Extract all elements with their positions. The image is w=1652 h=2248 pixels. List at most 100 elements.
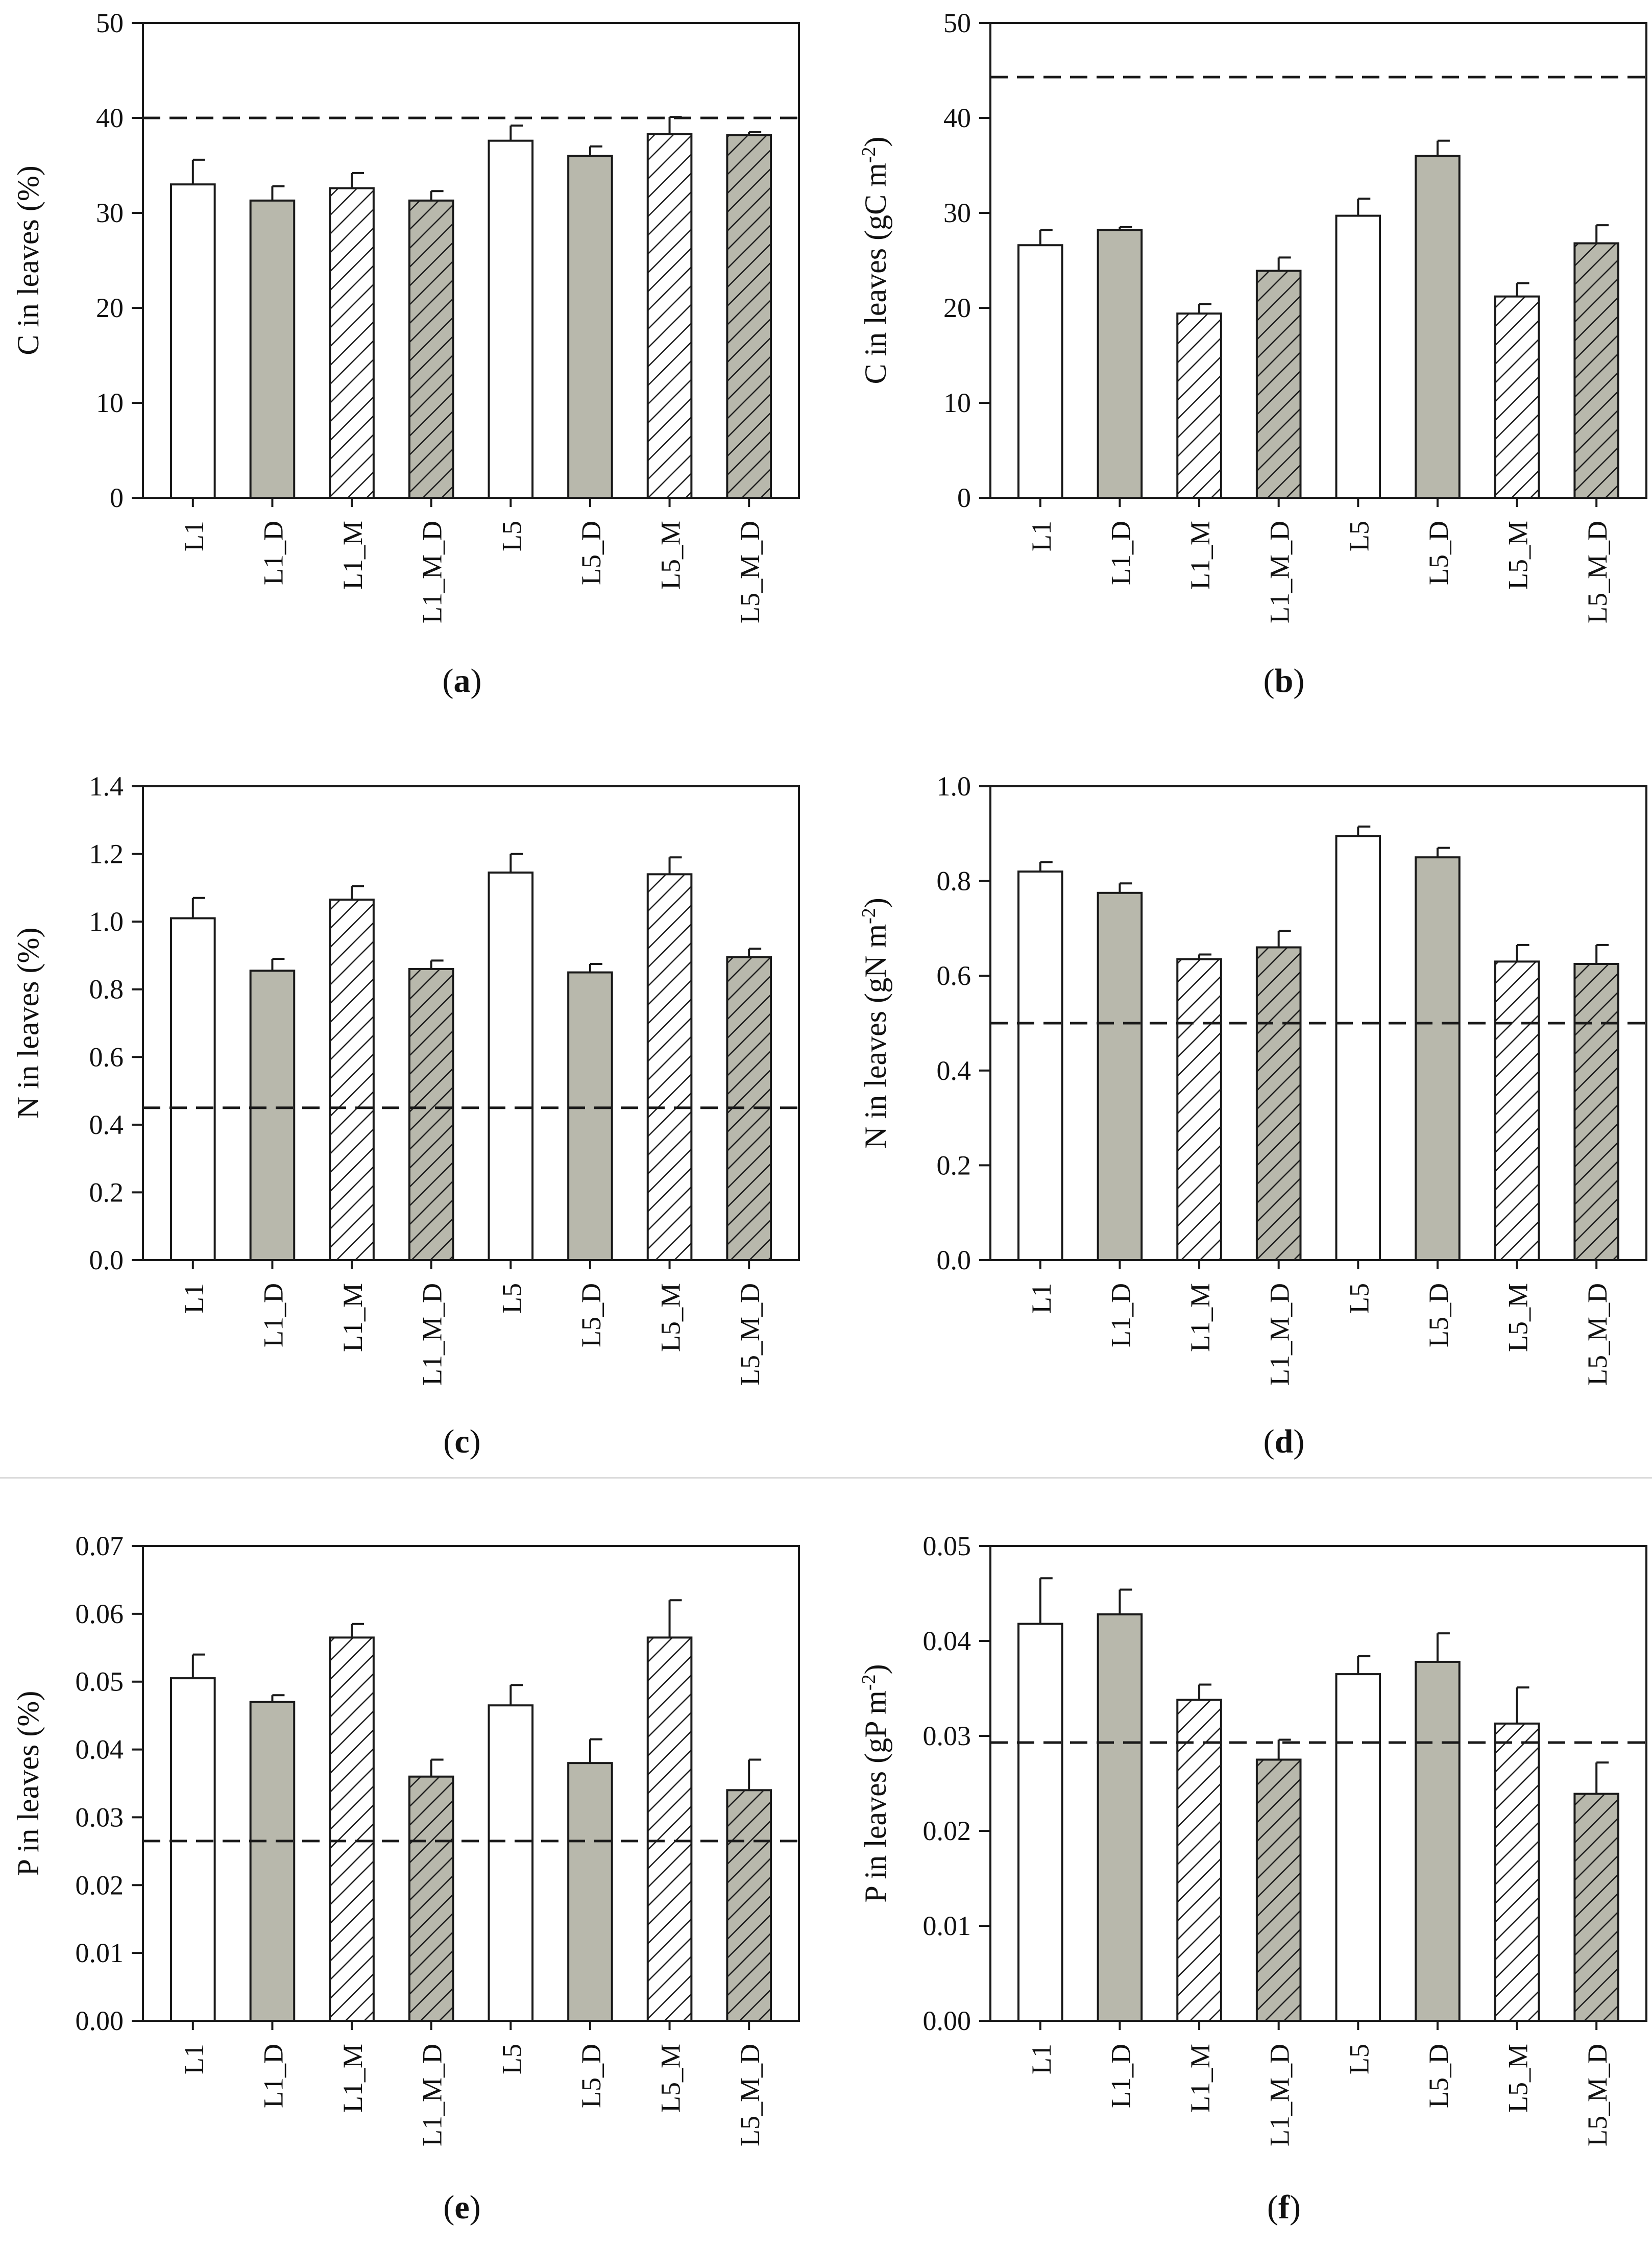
panel-caption: (c) (443, 1423, 480, 1460)
bar-l1 (170, 183, 216, 499)
y-tick-label: 0.2 (937, 1150, 971, 1180)
bar-l1 (1017, 244, 1063, 499)
bar-l1 (1017, 1623, 1063, 2022)
bar-l5-m-d (1573, 963, 1619, 1261)
x-tick-label: L5_D (1423, 2044, 1454, 2108)
x-tick-label: L1_D (1105, 2044, 1136, 2108)
x-tick-label: L5_M (1503, 2044, 1534, 2113)
plot-frame (142, 22, 800, 499)
y-tick-label: 50 (943, 8, 971, 38)
x-tick-label: L1_M (337, 1283, 368, 1352)
bar-l1-m-d (408, 1775, 454, 2022)
x-tick-label: L5 (1344, 1283, 1374, 1314)
y-tick-label: 0.04 (923, 1626, 971, 1656)
x-tick-label: L1_D (1105, 1283, 1136, 1347)
bar-l1-m (329, 1636, 375, 2022)
x-tick-label: L5_D (576, 2044, 606, 2108)
x-tick-label: L5_M (655, 521, 686, 590)
x-tick-label: L5 (1344, 2044, 1374, 2074)
bar-l1-m (1176, 958, 1222, 1261)
bar-l5-m-d (1573, 242, 1619, 499)
x-tick-label: L1 (1026, 1283, 1057, 1314)
bar-l1 (170, 1677, 216, 2022)
bar-l1-m-d (1255, 1758, 1302, 2022)
bar-l1-d (249, 970, 296, 1262)
x-tick-label: L1_M (1185, 1283, 1216, 1352)
x-tick-label: L1_M_D (417, 2044, 448, 2146)
y-tick-label: 0.03 (76, 1802, 124, 1832)
x-tick-label: L1_M_D (417, 1283, 448, 1386)
panel-caption: (e) (443, 2189, 480, 2226)
bar-l1-m (329, 187, 375, 499)
x-tick-label: L1_D (258, 2044, 288, 2108)
bar-l5-d (1415, 856, 1461, 1261)
bar-l5 (1335, 1673, 1381, 2022)
panel-caption: (d) (1264, 1423, 1305, 1460)
x-tick-label: L5_D (576, 1283, 606, 1347)
y-tick-label: 0.05 (76, 1666, 124, 1697)
y-tick-label: 40 (943, 103, 971, 133)
bar-l5-d (567, 155, 613, 499)
y-tick-label: 0 (957, 482, 971, 513)
y-tick-label: 10 (943, 388, 971, 418)
y-tick-label: 0.0 (937, 1245, 971, 1275)
y-tick-label: 20 (96, 293, 124, 323)
y-tick-label: 0.8 (937, 866, 971, 897)
y-tick-label: 0.8 (89, 974, 124, 1005)
y-tick-label: 0.01 (923, 1911, 971, 1941)
panel-separator (0, 1477, 1652, 1479)
x-tick-label: L1_M_D (1265, 1283, 1295, 1386)
y-tick-label: 40 (96, 103, 124, 133)
x-tick-label: L5_M_D (735, 1283, 765, 1386)
x-tick-label: L1_M_D (1265, 521, 1295, 623)
chart-panel-c: 0.0 0.2 0.4 0.6 0.8 1.0 1.2 1.4 N in leaves (%) L… (11, 771, 800, 1460)
bar-l5 (488, 1704, 534, 2022)
bar-l1 (170, 917, 216, 1261)
bar-l5-d (1415, 1660, 1461, 2022)
x-tick-label: L1_D (1105, 521, 1136, 585)
x-tick-label: L5_D (1423, 1283, 1454, 1347)
bar-l5-m (646, 133, 693, 499)
chart-panel-d: 0.0 0.2 0.4 0.6 0.8 1.0 N in leaves (gN m-2) L1… (858, 771, 1647, 1460)
y-tick-label: 0.03 (923, 1721, 971, 1751)
bar-l5 (488, 139, 534, 499)
x-tick-label: L5_M_D (735, 521, 765, 623)
bar-l5 (488, 872, 534, 1261)
y-tick-label: 0.6 (89, 1042, 124, 1072)
bar-l1-m (1176, 312, 1222, 499)
x-tick-label: L5_M_D (1582, 2044, 1613, 2146)
x-tick-label: L5 (496, 1283, 527, 1314)
bar-l1-d (1097, 229, 1143, 499)
y-tick-label: 0.01 (76, 1938, 124, 1968)
bar-l5-m (646, 1636, 693, 2022)
bar-l5-m-d (726, 134, 772, 499)
y-tick-label: 0.02 (923, 1816, 971, 1846)
bar-l5-m (1494, 1722, 1540, 2022)
plot-frame (142, 785, 800, 1261)
bar-l1-m (1176, 1699, 1222, 2022)
y-tick-label: 0.6 (937, 960, 971, 991)
y-tick-label: 0.07 (76, 1531, 124, 1561)
bar-l5-m-d (1573, 1793, 1619, 2022)
plot-frame (989, 22, 1647, 499)
plot-frame (989, 1545, 1647, 2022)
x-tick-label: L1_D (258, 521, 288, 585)
y-tick-label: 0.4 (937, 1055, 971, 1086)
bar-l1-m-d (408, 968, 454, 1261)
bar-l5-m (1494, 295, 1540, 499)
x-tick-label: L1 (179, 2044, 209, 2074)
chart-panel-f: 0.00 0.01 0.02 0.03 0.04 0.05 P in leaves (gP … (858, 1531, 1647, 2226)
x-tick-label: L5_M_D (1582, 521, 1613, 623)
x-tick-label: L1 (179, 521, 209, 551)
x-tick-label: L5_M (1503, 1283, 1534, 1352)
y-tick-label: 20 (943, 293, 971, 323)
bar-l1-m-d (408, 199, 454, 499)
y-tick-label: 10 (96, 388, 124, 418)
x-tick-label: L5_M (655, 2044, 686, 2113)
x-tick-label: L1 (1026, 521, 1057, 551)
x-tick-label: L5 (496, 521, 527, 551)
y-axis-label: P in leaves (%) (11, 1691, 45, 1876)
x-tick-label: L1_M_D (417, 521, 448, 623)
chart-panel-e: 0.00 0.01 0.02 0.03 0.04 0.05 0.06 0.07 P in lea… (11, 1531, 800, 2226)
x-tick-label: L1_M (1185, 521, 1216, 590)
